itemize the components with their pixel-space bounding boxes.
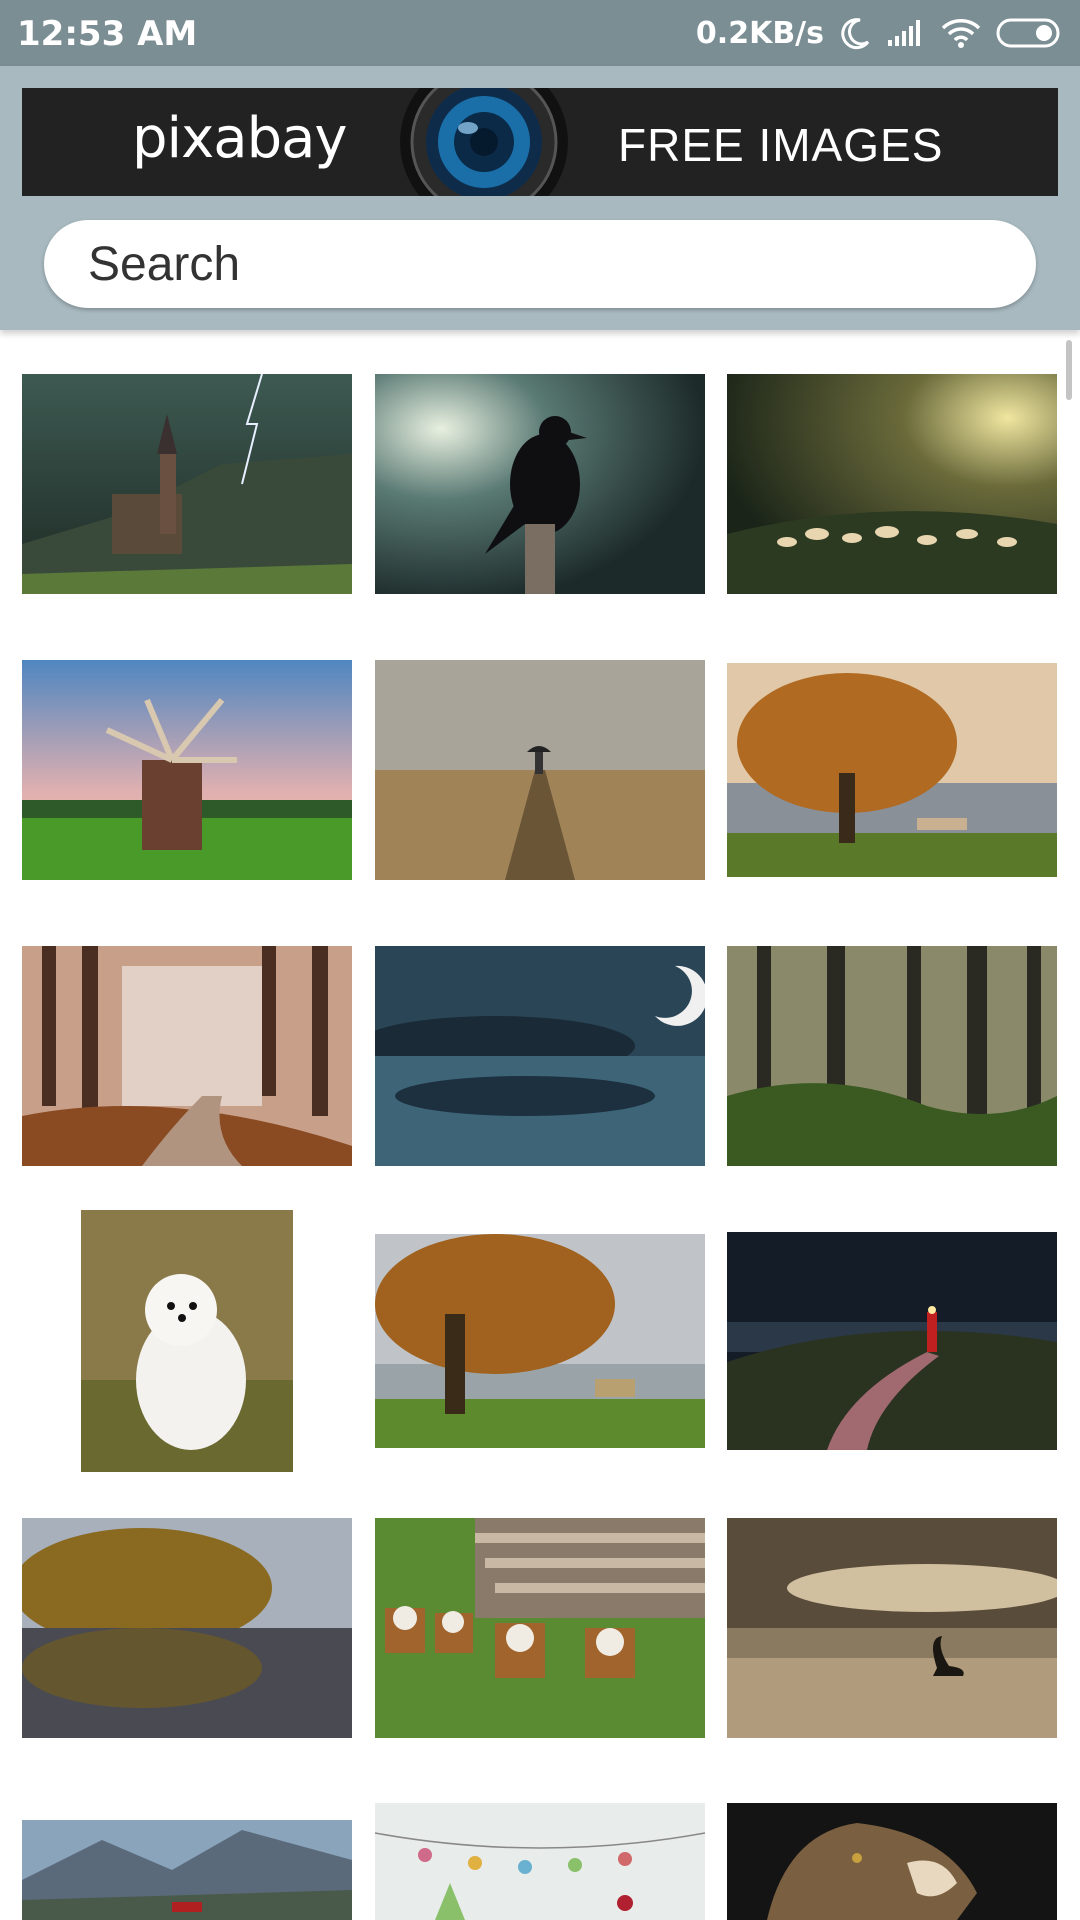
pixabay-banner[interactable]: pixabay FREE IMAGES	[22, 88, 1058, 196]
scrollbar[interactable]	[1066, 340, 1072, 400]
cows-logs-image[interactable]	[375, 1518, 705, 1738]
moon-reflection-image[interactable]	[375, 946, 705, 1166]
pixabay-logo: pixabay	[132, 106, 348, 171]
status-icons: 0.2KB/s	[696, 10, 1064, 56]
church-lightning-image[interactable]	[22, 374, 352, 594]
status-time: 12:53 AM	[17, 14, 198, 54]
search-bar[interactable]	[44, 220, 1036, 308]
windmill-image[interactable]	[22, 660, 352, 880]
umbrella-field-image[interactable]	[375, 660, 705, 880]
camera-lens-icon	[394, 88, 574, 196]
status-bar: 12:53 AM 0.2KB/s	[0, 0, 1080, 66]
lighthouse-night-image[interactable]	[727, 1232, 1057, 1450]
network-speed: 0.2KB/s	[695, 15, 824, 51]
christmas-card-image[interactable]	[375, 1803, 705, 1920]
autumn-tree-lake-image[interactable]	[375, 1234, 705, 1448]
forest-mushrooms-image[interactable]	[727, 374, 1057, 594]
image-grid	[0, 330, 1080, 1920]
app-header: pixabay FREE IMAGES	[0, 66, 1080, 330]
signal-icon	[886, 18, 926, 48]
lynx-image[interactable]	[727, 1803, 1057, 1920]
wifi-icon	[940, 17, 982, 49]
mountain-valley-image[interactable]	[22, 1820, 352, 1920]
autumn-tree-bench-image[interactable]	[727, 663, 1057, 877]
search-input[interactable]	[88, 220, 988, 308]
moon-icon	[838, 16, 872, 50]
raven-on-post-image[interactable]	[375, 374, 705, 594]
white-dog-image[interactable]	[81, 1210, 293, 1472]
pine-forest-image[interactable]	[727, 946, 1057, 1166]
banner-tagline: FREE IMAGES	[618, 119, 944, 171]
autumn-forest-path-image[interactable]	[22, 946, 352, 1166]
battery-icon	[996, 17, 1064, 49]
autumn-lake-image[interactable]	[22, 1518, 352, 1738]
swan-sunset-image[interactable]	[727, 1518, 1057, 1738]
